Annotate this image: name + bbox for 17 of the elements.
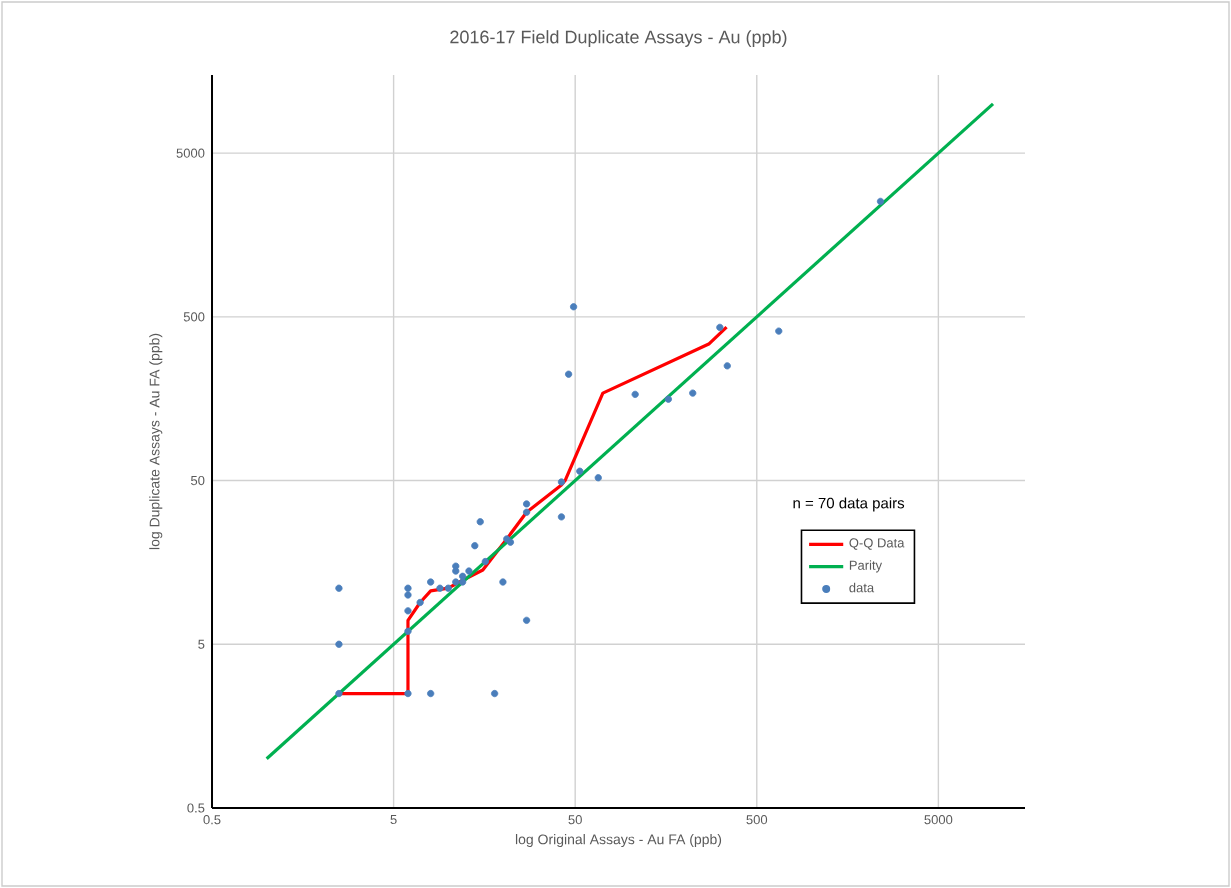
x-tick-label: 5 (390, 815, 397, 825)
legend-label: Q-Q Data (849, 538, 905, 550)
y-tick-label: 50 (191, 475, 205, 486)
chart-title: 2016-17 Field Duplicate Assays - Au (ppb) (450, 30, 787, 47)
x-axis-title: log Original Assays - Au FA (ppb) (515, 834, 722, 848)
x-tick-label: 500 (746, 815, 768, 825)
x-tick-label: 5000 (924, 815, 953, 825)
legend-label: data (849, 582, 875, 593)
x-tick-label: 50 (568, 815, 582, 825)
y-axis-title: log Duplicate Assays - Au FA (ppb) (149, 333, 163, 550)
y-tick-label: 5000 (176, 148, 205, 158)
y-tick-label: 0.5 (187, 803, 205, 813)
y-tick-label: 500 (183, 312, 205, 322)
y-tick-label: 5 (198, 639, 205, 649)
x-tick-label: 0.5 (203, 815, 221, 825)
annotation: n = 70 data pairs (793, 497, 905, 512)
legend-label: Parity (849, 560, 883, 573)
